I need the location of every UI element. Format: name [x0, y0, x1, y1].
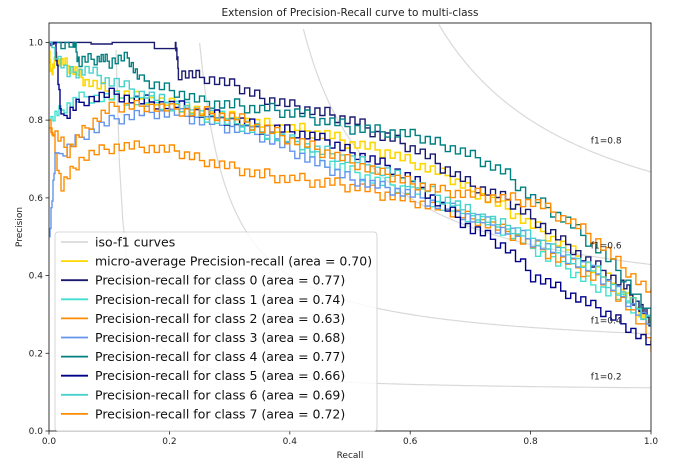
legend-entry-label: Precision-recall for class 4 (area = 0.7… — [95, 349, 345, 364]
y-tick-label: 0.4 — [29, 272, 44, 282]
legend-entry-label: Precision-recall for class 3 (area = 0.6… — [95, 330, 345, 345]
x-tick-label: 0.8 — [523, 437, 538, 447]
legend-entry-label: iso-f1 curves — [95, 235, 175, 250]
legend-box — [54, 231, 378, 432]
legend-entry-label: Precision-recall for class 1 (area = 0.7… — [95, 292, 345, 307]
y-tick-label: 1.0 — [29, 38, 44, 48]
legend: iso-f1 curves micro-average Precision-rec… — [54, 231, 378, 432]
y-axis-label: Precision — [15, 207, 25, 247]
iso-f1-curve-2 — [302, 28, 651, 266]
x-axis-label: Recall — [337, 451, 364, 461]
x-tick-label: 0.6 — [403, 437, 418, 447]
iso-f1-label: f1=0.8 — [591, 136, 622, 146]
legend-entry-label: Precision-recall for class 5 (area = 0.6… — [95, 368, 345, 383]
y-tick-label: 0.6 — [29, 194, 44, 204]
series-line-6 — [49, 41, 651, 346]
series-line-3 — [49, 119, 651, 352]
y-tick-label: 0.8 — [29, 116, 44, 126]
x-tick-label: 0.2 — [162, 437, 176, 447]
legend-entry-label: Precision-recall for class 0 (area = 0.7… — [95, 273, 345, 288]
series-lines — [49, 41, 651, 352]
y-tick-label: 0.0 — [29, 427, 44, 437]
x-tick-label: 0.4 — [283, 437, 298, 447]
chart-title: Extension of Precision-Recall curve to m… — [222, 7, 479, 19]
legend-entry-label: Precision-recall for class 6 (area = 0.6… — [95, 387, 345, 402]
y-tick-label: 0.2 — [29, 349, 43, 359]
iso-f1-curve-3 — [438, 24, 651, 173]
legend-entry-label: Precision-recall for class 2 (area = 0.6… — [95, 311, 345, 326]
legend-entry-label: Precision-recall for class 7 (area = 0.7… — [95, 406, 345, 421]
series-line-5 — [49, 41, 651, 323]
iso-f1-label: f1=0.6 — [591, 241, 622, 251]
iso-f1-label: f1=0.2 — [591, 373, 622, 383]
series-line-7 — [49, 41, 651, 327]
x-tick-label: 1.0 — [644, 437, 659, 447]
iso-f1-label: f1=0.4 — [591, 316, 622, 326]
x-tick-label: 0.0 — [42, 437, 57, 447]
axis-ticks: 0.0 0.2 0.4 0.6 0.8 1.0 0.0 0.2 0.4 0.6 0.8 1.0 — [29, 38, 659, 447]
series-line-8 — [49, 99, 651, 293]
legend-entry-label: micro-average Precision-recall (area = 0… — [95, 254, 372, 269]
